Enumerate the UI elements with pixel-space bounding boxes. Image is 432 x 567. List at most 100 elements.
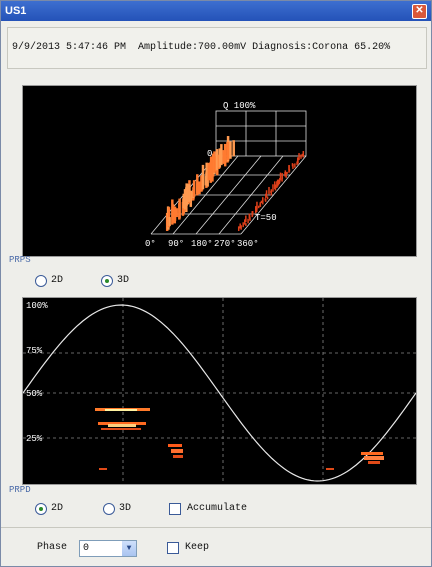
prps-bar (277, 179, 280, 186)
phase-label: 180° (191, 239, 213, 249)
radio-button[interactable] (101, 275, 113, 287)
prps-bar (259, 203, 261, 206)
y-label: 50% (26, 389, 43, 399)
keep-label: Keep (185, 542, 210, 553)
accumulate-label: Accumulate (187, 503, 248, 514)
prps-bar (297, 157, 299, 162)
y-label: 100% (26, 301, 48, 311)
prps-bar (237, 226, 240, 231)
phase-label: 90° (168, 239, 184, 249)
phase-label: 270° (214, 239, 236, 249)
prps-bar (222, 150, 226, 164)
radio-label: 3D (117, 275, 130, 286)
prps-bar (274, 181, 276, 190)
y-label: 25% (26, 434, 43, 444)
prps-bar (251, 211, 254, 215)
radio-label: 3D (119, 503, 132, 514)
prps-bar (198, 181, 201, 195)
prps-bar (247, 218, 249, 224)
prpd-group-label: PRPD (9, 485, 31, 495)
prps-bar (268, 186, 270, 195)
prps-bar (298, 153, 300, 161)
radio-button[interactable] (103, 503, 115, 515)
close-button[interactable]: ✕ (412, 4, 427, 19)
prps-bar (173, 206, 177, 221)
prps-bar (205, 162, 208, 185)
t-label: T=50 (255, 213, 277, 223)
prps-bar (265, 190, 268, 197)
prps-bar (171, 204, 175, 223)
prps-bar (182, 193, 186, 209)
prps-bar (288, 164, 290, 171)
prps-bar (281, 178, 283, 182)
phase-labels: 0° 90° 180° 270° 360° (145, 239, 259, 249)
prps-bar (186, 183, 190, 205)
dropdown-button[interactable]: ▼ (122, 541, 136, 556)
phase-label: Phase (37, 542, 68, 553)
prps-bar (207, 162, 211, 181)
phase-dropdown[interactable]: 0 ▼ (79, 540, 137, 557)
prps-bar (270, 190, 272, 193)
zero-label: 0 (207, 149, 212, 159)
radio-label: 2D (51, 275, 64, 286)
prps-bar (264, 198, 267, 201)
prps-bar (242, 222, 244, 228)
prps-bar (215, 149, 219, 171)
prps-bar (168, 217, 171, 226)
prps-bar (245, 215, 247, 223)
title-bar: US1 ✕ (1, 1, 431, 21)
prps-bar (294, 163, 296, 168)
prps-bars (165, 136, 305, 231)
prps-bar (279, 178, 281, 183)
amplitude: Amplitude:700.00mV (138, 42, 247, 53)
window-title: US1 (5, 5, 27, 17)
prps-bar (240, 225, 242, 230)
diagnosis: Diagnosis:Corona 65.20% (252, 42, 391, 53)
prpd-y-labels: 100% 75% 50% 25% (26, 301, 48, 444)
prps-bar (226, 146, 229, 158)
phase-value: 0 (83, 543, 90, 554)
prps-bar (239, 223, 241, 229)
prps-bar (256, 201, 258, 210)
prps-bar (188, 184, 191, 202)
prps-bar (248, 213, 251, 219)
prps-bar (245, 223, 247, 226)
prps-bar (232, 140, 235, 157)
separator (1, 527, 431, 528)
prps-bar (285, 172, 287, 178)
prps-bar (288, 169, 291, 172)
prps-bar (300, 154, 302, 159)
prps-bar (266, 196, 269, 200)
prps-bar (302, 151, 305, 158)
y-label: 75% (26, 346, 43, 356)
prps-bar (257, 205, 260, 209)
phase-label: 0° (145, 239, 156, 249)
prps-bar (260, 200, 263, 204)
prps-bar (178, 198, 181, 219)
accumulate-checkbox[interactable] (169, 503, 181, 515)
prps-bar (195, 183, 199, 193)
radio-button[interactable] (35, 503, 47, 515)
status-line: 9/9/2013 5:47:46 PM Amplitude:700.00mV D… (12, 42, 390, 53)
prps-bar (292, 163, 294, 169)
prpd-plot: 100% 75% 50% 25% (22, 297, 417, 485)
keep-checkbox[interactable] (167, 542, 179, 554)
prps-bar (272, 184, 274, 192)
prps-bar (201, 164, 205, 190)
prps-bar (209, 156, 213, 178)
prps-bar (281, 173, 283, 180)
discharge-clusters (95, 408, 384, 470)
prps-bar (265, 193, 267, 199)
radio-button[interactable] (35, 275, 47, 287)
phase-label: 360° (237, 239, 259, 249)
prps-bar (276, 181, 278, 188)
prps-bar (175, 208, 178, 218)
prps-bar (286, 171, 288, 174)
reference-sine (23, 304, 416, 482)
prps-bar (262, 197, 264, 205)
prps-bar (189, 190, 193, 207)
prps-group-label: PRPS (9, 255, 31, 265)
prps-bar (244, 219, 246, 225)
prps-bar (218, 148, 222, 168)
